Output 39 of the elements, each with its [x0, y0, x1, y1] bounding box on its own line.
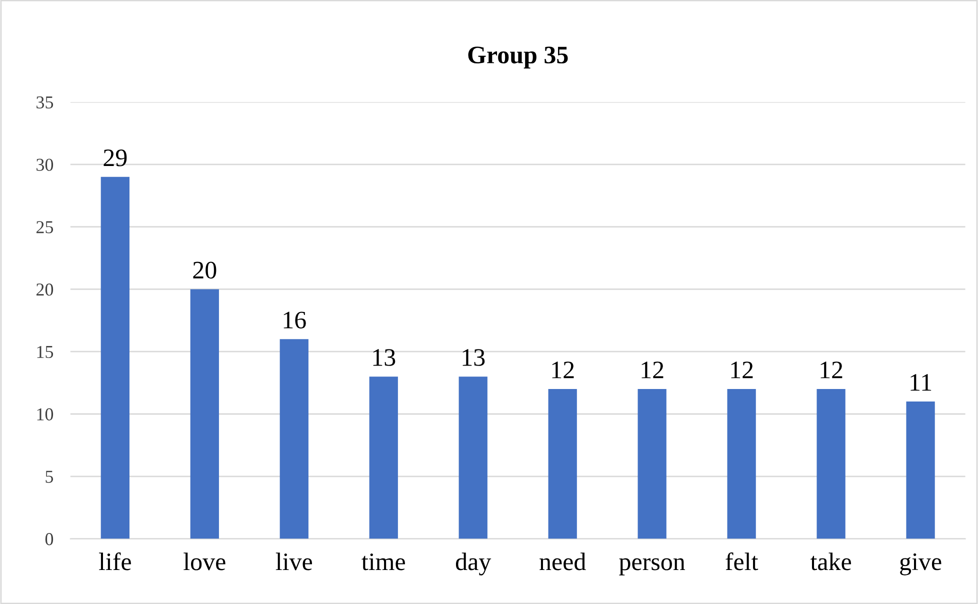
- bar: [100, 176, 130, 539]
- x-tick-label: live: [276, 552, 312, 570]
- y-tick-label: 20: [36, 283, 54, 296]
- x-tick-label: time: [362, 553, 405, 570]
- data-label: 13: [373, 349, 396, 366]
- x-tick-label: day: [456, 552, 492, 576]
- bar: [638, 389, 666, 539]
- data-label: 20: [193, 262, 216, 279]
- x-tick-label: give: [900, 553, 942, 576]
- y-tick-label: 10: [37, 408, 54, 420]
- y-tick-label: 0: [45, 533, 54, 546]
- x-tick-label: felt: [726, 552, 758, 570]
- data-label: 29: [104, 150, 127, 166]
- data-label: 12: [820, 362, 842, 378]
- x-tick-label: person: [619, 558, 686, 576]
- data-label: 13: [462, 349, 485, 366]
- data-label: 12: [552, 362, 574, 378]
- x-tick-label: take: [810, 552, 852, 570]
- y-tick-label: 15: [37, 346, 54, 358]
- data-label: 11: [910, 374, 932, 391]
- y-tick-label: 5: [46, 470, 54, 483]
- x-tick-label: need: [540, 552, 586, 570]
- y-tick-label: 35: [36, 96, 54, 109]
- bar: [816, 389, 846, 539]
- x-tick-label: love: [184, 552, 226, 570]
- bar: [906, 402, 935, 539]
- bar: [458, 376, 488, 539]
- bar: [190, 289, 219, 539]
- data-label: 12: [731, 362, 753, 378]
- bar: [727, 389, 756, 539]
- data-label: 12: [642, 362, 664, 378]
- bar: [369, 376, 398, 539]
- bar: [280, 339, 308, 539]
- x-tick-label: life: [99, 552, 131, 570]
- bar: [548, 389, 577, 539]
- y-tick-label: 30: [36, 158, 54, 171]
- y-tick-label: 25: [36, 221, 54, 234]
- chart-title: Group 35: [468, 46, 568, 69]
- data-label: 16: [284, 312, 306, 329]
